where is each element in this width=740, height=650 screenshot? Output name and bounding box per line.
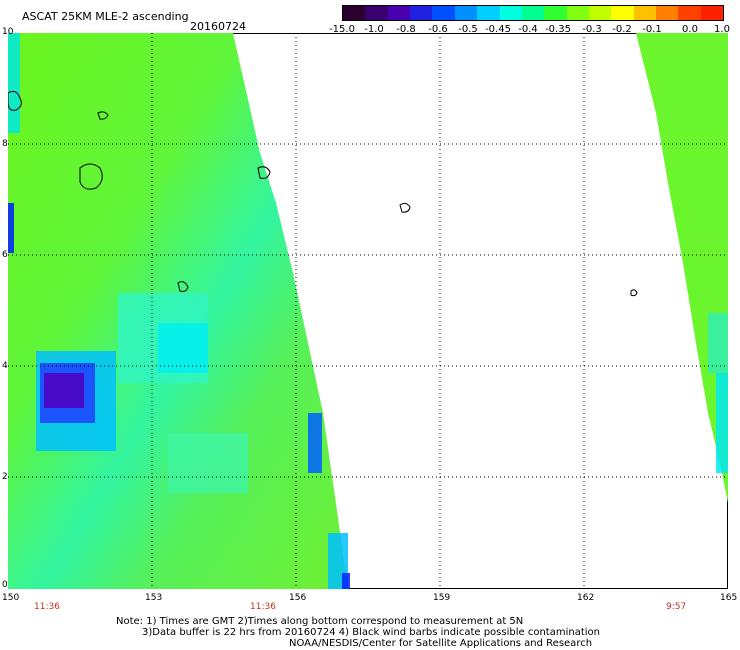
- x-tick-159: 159: [433, 593, 451, 603]
- colorbar-label: -0.6: [428, 24, 448, 35]
- map-date: 20160724: [190, 20, 246, 33]
- note-line-2: 3)Data buffer is 22 hrs from 20160724 4)…: [142, 627, 600, 638]
- colorbar-segment: [387, 6, 411, 20]
- map-title: ASCAT 25KM MLE-2 ascending: [22, 10, 189, 23]
- note-line-3: NOAA/NESDIS/Center for Satellite Applica…: [289, 638, 593, 649]
- data-patch: [44, 373, 84, 408]
- data-patch: [168, 433, 248, 493]
- data-patch: [158, 323, 208, 373]
- pass-time-2: 11:36: [250, 602, 276, 612]
- pass-time-3: 9:57: [666, 602, 687, 612]
- colorbar-segment: [521, 6, 545, 20]
- colorbar-label: -0.2: [612, 24, 632, 35]
- island-outline: [8, 90, 22, 111]
- colorbar-label: -0.1: [642, 24, 662, 35]
- x-tick-153: 153: [145, 593, 163, 603]
- island-outline: [257, 166, 271, 179]
- colorbar-label: -0.45: [485, 24, 511, 35]
- colorbar-segment: [343, 6, 366, 20]
- colorbar-segment: [611, 6, 634, 20]
- y-tick-8: 8: [2, 139, 8, 149]
- colorbar-segment: [588, 6, 612, 20]
- x-tick-156: 156: [289, 593, 307, 603]
- colorbar-segment: [432, 6, 455, 20]
- colorbar-segment: [499, 6, 522, 20]
- island-outline: [177, 281, 189, 292]
- colorbar-segment: [656, 6, 679, 20]
- map-panel: [8, 33, 728, 589]
- swath-right: [636, 33, 728, 503]
- colorbar-label: -0.8: [396, 24, 416, 35]
- colorbar-label: -1.0: [364, 24, 384, 35]
- colorbar-labels: -15.0 -1.0 -0.8 -0.6 -0.5 -0.45 -0.4 -0.35 -0.3-…: [329, 24, 740, 38]
- island-outline: [399, 202, 411, 213]
- colorbar-segment: [633, 6, 657, 20]
- colorbar-label: 0.0: [682, 24, 698, 35]
- y-tick-6: 6: [2, 250, 8, 260]
- colorbar-segment: [544, 6, 567, 20]
- colorbar-label: -15.0: [329, 24, 355, 35]
- swath-map: [8, 33, 728, 589]
- colorbar-segment: [365, 6, 388, 20]
- y-tick-10: 10: [2, 27, 14, 37]
- island-outline: [630, 289, 638, 297]
- colorbar-label: -0.3: [582, 24, 602, 35]
- pass-time-1: 11:36: [34, 602, 60, 612]
- y-tick-2: 2: [2, 472, 8, 482]
- colorbar-segment: [700, 6, 724, 20]
- x-tick-165: 165: [720, 593, 738, 603]
- data-patch: [708, 313, 728, 373]
- data-patch: [716, 373, 728, 473]
- colorbar-segment: [566, 6, 589, 20]
- colorbar-segment: [678, 6, 701, 20]
- x-tick-162: 162: [577, 593, 595, 603]
- data-patch: [8, 203, 14, 253]
- colorbar-label: -0.35: [545, 24, 571, 35]
- data-patch: [342, 573, 350, 589]
- data-patch: [308, 413, 322, 473]
- y-tick-0: 0: [2, 580, 8, 590]
- colorbar-segment: [454, 6, 478, 20]
- y-tick-4: 4: [2, 361, 8, 371]
- island-outline: [97, 111, 109, 120]
- x-tick-150: 150: [2, 593, 20, 603]
- note-line-1: Note: 1) Times are GMT 2)Times along bot…: [116, 616, 524, 627]
- data-patch: [8, 33, 20, 133]
- colorbar-label: -0.4: [518, 24, 538, 35]
- colorbar-label: -0.5: [458, 24, 478, 35]
- colorbar-segment: [410, 6, 433, 20]
- colorbar-segment: [477, 6, 500, 20]
- colorbar: [342, 5, 724, 21]
- colorbar-label: 1.0: [714, 24, 730, 35]
- island-outline: [79, 163, 103, 190]
